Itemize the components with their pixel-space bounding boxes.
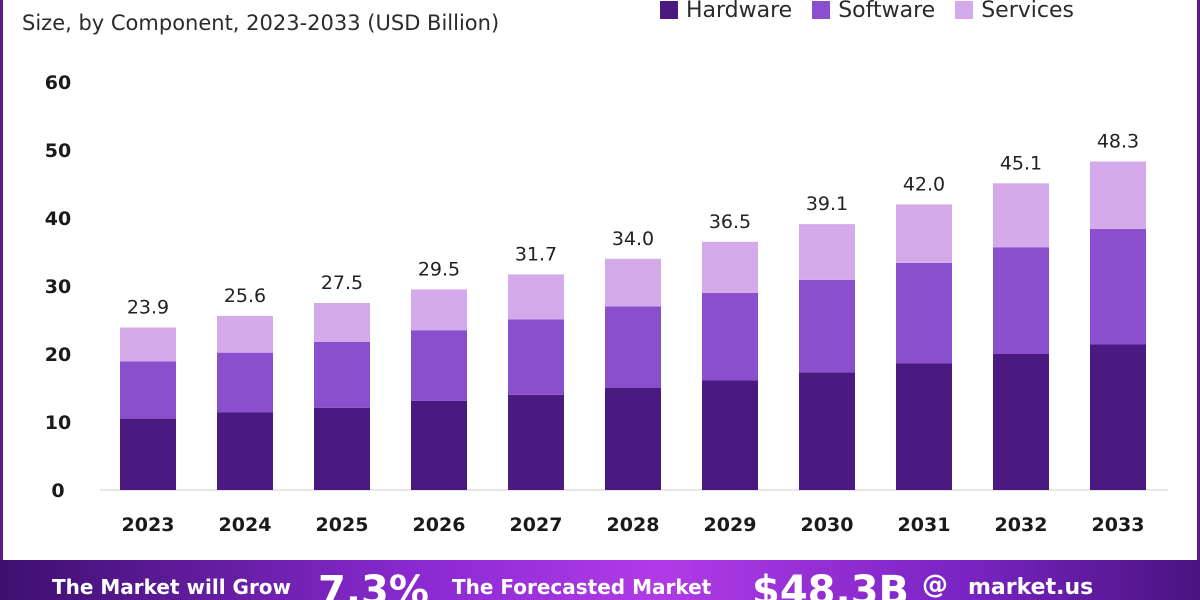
x-tick-label: 2029 (704, 514, 757, 536)
bar-total-label: 36.5 (709, 211, 751, 233)
footer-banner: The Market will Grow 7.3% The Forecasted… (0, 560, 1200, 600)
bar-segment-services (605, 258, 661, 307)
bar-total-label: 34.0 (612, 228, 654, 250)
bar-segment-hardware (1090, 344, 1146, 490)
y-tick-label: 60 (45, 72, 71, 94)
stacked-bar-chart: 010203040506023.9202325.6202427.5202529.… (45, 72, 1168, 536)
bar-total-label: 39.1 (806, 193, 848, 215)
bar-segment-software (217, 352, 273, 413)
bar-segment-hardware (314, 407, 370, 490)
banner-cagr-value: 7.3% (318, 568, 429, 600)
bar-segment-services (1090, 161, 1146, 229)
banner-forecast-value: $48.3B (752, 568, 910, 600)
y-tick-label: 50 (45, 140, 71, 162)
legend-item-software: Software (812, 0, 935, 23)
legend-label-services: Services (981, 0, 1074, 23)
bar-segment-software (411, 330, 467, 401)
bar-segment-software (896, 262, 952, 364)
legend-item-hardware: Hardware (660, 0, 792, 23)
bar-segment-services (702, 241, 758, 293)
bar-segment-hardware (993, 354, 1049, 490)
x-tick-label: 2031 (898, 514, 951, 536)
legend-item-services: Services (955, 0, 1074, 23)
bar-segment-software (508, 319, 564, 395)
x-tick-label: 2026 (413, 514, 466, 536)
bar-segment-software (993, 247, 1049, 354)
bar-segment-hardware (799, 372, 855, 490)
brand-logo-icon: @ (922, 570, 948, 600)
bar-total-label: 31.7 (515, 243, 557, 265)
legend-swatch-hardware (660, 1, 678, 19)
bar-total-label: 29.5 (418, 258, 460, 280)
banner-forecast-text: The Forecasted Market (452, 575, 712, 599)
bar-segment-services (217, 315, 273, 353)
bar-total-label: 48.3 (1097, 131, 1139, 153)
y-tick-label: 10 (45, 412, 71, 434)
legend-swatch-software (812, 1, 831, 19)
bar-segment-hardware (120, 418, 176, 490)
legend-label-hardware: Hardware (686, 0, 793, 23)
x-tick-label: 2028 (607, 514, 660, 536)
bar-segment-software (314, 341, 370, 408)
y-tick-label: 30 (45, 276, 71, 298)
bar-segment-hardware (702, 380, 758, 490)
bar-segment-hardware (217, 412, 273, 490)
bar-segment-services (120, 327, 176, 362)
bar-segment-services (799, 224, 855, 280)
bar-total-label: 23.9 (127, 296, 169, 318)
bar-segment-software (702, 292, 758, 381)
y-tick-label: 40 (45, 208, 71, 230)
x-tick-label: 2033 (1092, 514, 1145, 536)
y-tick-label: 0 (51, 480, 64, 502)
legend-swatch-services (955, 1, 974, 19)
chart-frame (0, 0, 1200, 560)
x-tick-label: 2027 (510, 514, 563, 536)
brand-name: market.us (968, 575, 1094, 600)
x-tick-label: 2032 (995, 514, 1048, 536)
bar-segment-software (120, 361, 176, 419)
bar-total-label: 27.5 (321, 272, 363, 294)
x-tick-label: 2025 (316, 514, 369, 536)
x-tick-label: 2030 (801, 514, 854, 536)
bar-segment-services (411, 289, 467, 331)
x-tick-label: 2023 (122, 514, 175, 536)
banner-grow-text: The Market will Grow (52, 575, 292, 599)
chart-legend: Hardware Software Services (660, 0, 1074, 25)
bar-segment-services (314, 303, 370, 342)
bar-segment-services (993, 183, 1049, 248)
bar-segment-hardware (411, 400, 467, 490)
bar-segment-software (799, 279, 855, 373)
bar-segment-software (605, 306, 661, 388)
bar-total-label: 45.1 (1000, 152, 1042, 174)
y-tick-label: 20 (45, 344, 71, 366)
chart-subtitle: Size, by Component, 2023-2033 (USD Billi… (22, 11, 500, 35)
bar-segment-hardware (605, 388, 661, 490)
bar-total-label: 42.0 (903, 173, 945, 195)
bar-total-label: 25.6 (224, 285, 266, 307)
legend-label-software: Software (838, 0, 936, 23)
bar-segment-services (896, 204, 952, 263)
bar-segment-software (1090, 228, 1146, 345)
bar-segment-hardware (508, 394, 564, 490)
bar-segment-hardware (896, 363, 952, 490)
bar-segment-services (508, 274, 564, 320)
x-tick-label: 2024 (219, 514, 272, 536)
